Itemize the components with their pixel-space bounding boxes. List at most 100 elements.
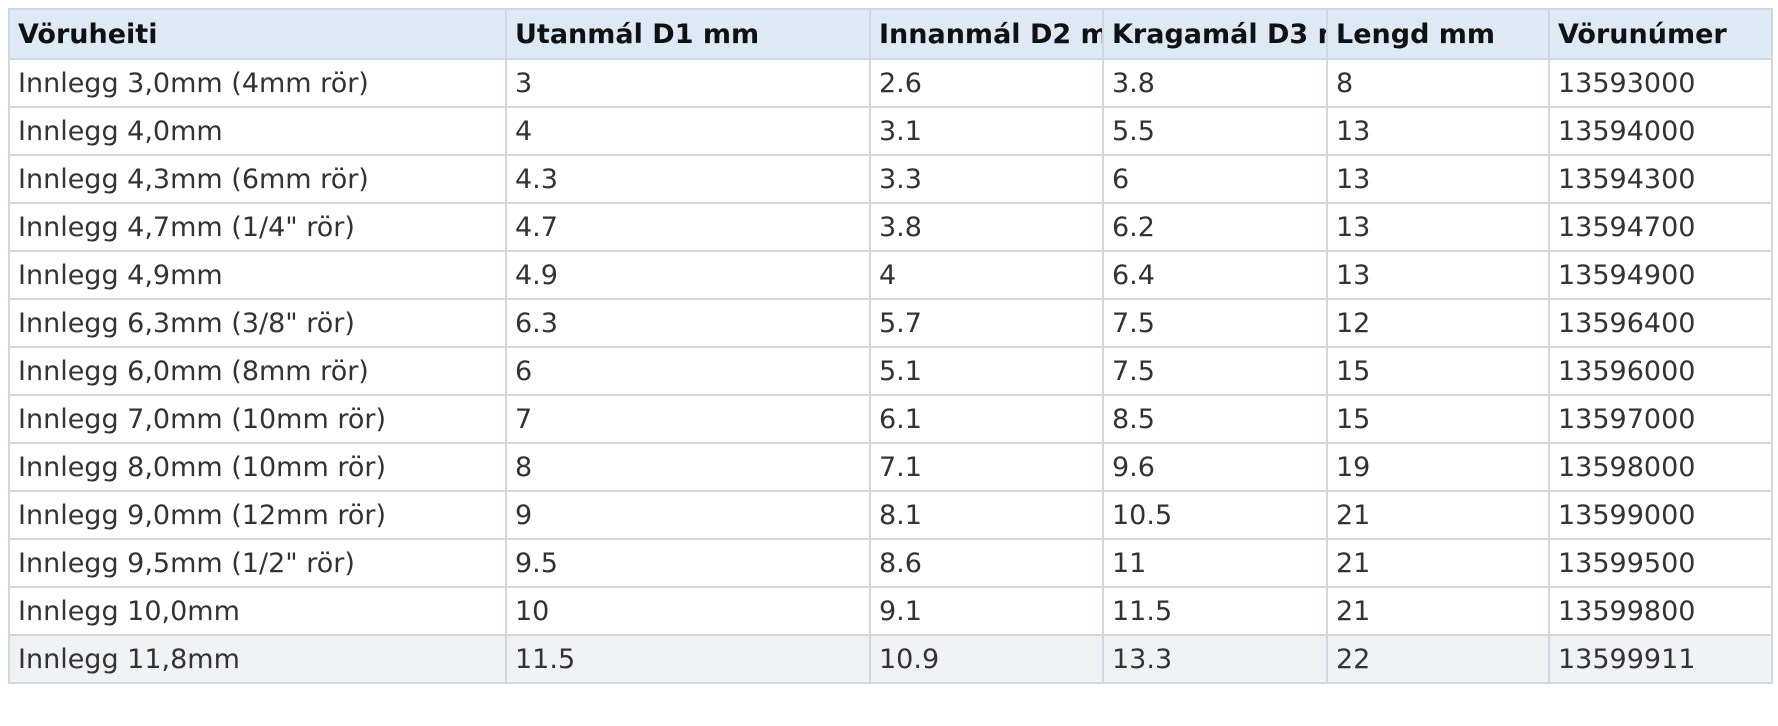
- table-row: Innlegg 11,8mm 11.5 10.9 13.3 22 1359991…: [8, 634, 1773, 684]
- cell-product-number: 13593000: [1548, 58, 1773, 108]
- cell-inner-diameter: 3.8: [869, 202, 1104, 252]
- table-row: Innlegg 6,0mm (8mm rör) 6 5.1 7.5 15 135…: [8, 346, 1773, 396]
- cell-inner-diameter: 4: [869, 250, 1104, 300]
- cell-collar-diameter: 6: [1102, 154, 1328, 204]
- cell-outer-diameter: 4.3: [505, 154, 871, 204]
- cell-length: 15: [1326, 394, 1550, 444]
- cell-product-name: Innlegg 8,0mm (10mm rör): [8, 442, 507, 492]
- table-row: Innlegg 8,0mm (10mm rör) 8 7.1 9.6 19 13…: [8, 442, 1773, 492]
- cell-product-name: Innlegg 6,3mm (3/8" rör): [8, 298, 507, 348]
- column-header-inner-diameter: Innanmál D2 mm: [869, 8, 1104, 60]
- cell-product-name: Innlegg 4,9mm: [8, 250, 507, 300]
- cell-collar-diameter: 10.5: [1102, 490, 1328, 540]
- cell-product-number: 13599911: [1548, 634, 1773, 684]
- cell-collar-diameter: 11.5: [1102, 586, 1328, 636]
- cell-inner-diameter: 10.9: [869, 634, 1104, 684]
- cell-inner-diameter: 5.1: [869, 346, 1104, 396]
- cell-outer-diameter: 6.3: [505, 298, 871, 348]
- cell-length: 21: [1326, 586, 1550, 636]
- cell-outer-diameter: 4: [505, 106, 871, 156]
- table-header-row: Vöruheiti Utanmál D1 mm Innanmál D2 mm K…: [8, 8, 1773, 60]
- cell-product-name: Innlegg 3,0mm (4mm rör): [8, 58, 507, 108]
- cell-length: 13: [1326, 250, 1550, 300]
- table-row: Innlegg 4,0mm 4 3.1 5.5 13 13594000: [8, 106, 1773, 156]
- cell-collar-diameter: 11: [1102, 538, 1328, 588]
- cell-collar-diameter: 13.3: [1102, 634, 1328, 684]
- cell-product-name: Innlegg 6,0mm (8mm rör): [8, 346, 507, 396]
- product-table-container: Vöruheiti Utanmál D1 mm Innanmál D2 mm K…: [8, 8, 1773, 684]
- cell-collar-diameter: 6.2: [1102, 202, 1328, 252]
- cell-product-name: Innlegg 4,3mm (6mm rör): [8, 154, 507, 204]
- cell-length: 8: [1326, 58, 1550, 108]
- cell-outer-diameter: 4.7: [505, 202, 871, 252]
- cell-outer-diameter: 4.9: [505, 250, 871, 300]
- cell-product-number: 13594000: [1548, 106, 1773, 156]
- cell-collar-diameter: 6.4: [1102, 250, 1328, 300]
- cell-collar-diameter: 3.8: [1102, 58, 1328, 108]
- cell-length: 13: [1326, 106, 1550, 156]
- cell-collar-diameter: 8.5: [1102, 394, 1328, 444]
- cell-product-number: 13594300: [1548, 154, 1773, 204]
- cell-length: 13: [1326, 154, 1550, 204]
- cell-product-name: Innlegg 7,0mm (10mm rör): [8, 394, 507, 444]
- table-row: Innlegg 6,3mm (3/8" rör) 6.3 5.7 7.5 12 …: [8, 298, 1773, 348]
- cell-product-number: 13599500: [1548, 538, 1773, 588]
- cell-inner-diameter: 6.1: [869, 394, 1104, 444]
- cell-product-number: 13598000: [1548, 442, 1773, 492]
- cell-outer-diameter: 6: [505, 346, 871, 396]
- cell-product-name: Innlegg 4,0mm: [8, 106, 507, 156]
- cell-product-name: Innlegg 9,5mm (1/2" rör): [8, 538, 507, 588]
- cell-product-name: Innlegg 11,8mm: [8, 634, 507, 684]
- cell-outer-diameter: 7: [505, 394, 871, 444]
- cell-outer-diameter: 10: [505, 586, 871, 636]
- cell-length: 15: [1326, 346, 1550, 396]
- cell-collar-diameter: 7.5: [1102, 346, 1328, 396]
- table-row: Innlegg 9,0mm (12mm rör) 9 8.1 10.5 21 1…: [8, 490, 1773, 540]
- table-row: Innlegg 4,7mm (1/4" rör) 4.7 3.8 6.2 13 …: [8, 202, 1773, 252]
- cell-inner-diameter: 8.6: [869, 538, 1104, 588]
- cell-product-number: 13594900: [1548, 250, 1773, 300]
- cell-outer-diameter: 8: [505, 442, 871, 492]
- column-header-product-number: Vörunúmer: [1548, 8, 1773, 60]
- cell-outer-diameter: 9: [505, 490, 871, 540]
- cell-inner-diameter: 7.1: [869, 442, 1104, 492]
- cell-outer-diameter: 11.5: [505, 634, 871, 684]
- table-row: Innlegg 10,0mm 10 9.1 11.5 21 13599800: [8, 586, 1773, 636]
- cell-length: 12: [1326, 298, 1550, 348]
- cell-inner-diameter: 5.7: [869, 298, 1104, 348]
- cell-collar-diameter: 5.5: [1102, 106, 1328, 156]
- cell-outer-diameter: 3: [505, 58, 871, 108]
- table-body: Innlegg 3,0mm (4mm rör) 3 2.6 3.8 8 1359…: [8, 58, 1773, 684]
- cell-inner-diameter: 3.3: [869, 154, 1104, 204]
- cell-product-number: 13597000: [1548, 394, 1773, 444]
- column-header-product-name: Vöruheiti: [8, 8, 507, 60]
- cell-product-number: 13599000: [1548, 490, 1773, 540]
- table-row: Innlegg 9,5mm (1/2" rör) 9.5 8.6 11 21 1…: [8, 538, 1773, 588]
- column-header-collar-diameter: Kragamál D3 mm: [1102, 8, 1328, 60]
- cell-product-number: 13599800: [1548, 586, 1773, 636]
- cell-product-name: Innlegg 4,7mm (1/4" rör): [8, 202, 507, 252]
- cell-product-number: 13596000: [1548, 346, 1773, 396]
- cell-inner-diameter: 9.1: [869, 586, 1104, 636]
- cell-length: 22: [1326, 634, 1550, 684]
- cell-product-number: 13594700: [1548, 202, 1773, 252]
- product-table: Vöruheiti Utanmál D1 mm Innanmál D2 mm K…: [8, 8, 1773, 684]
- table-row: Innlegg 7,0mm (10mm rör) 7 6.1 8.5 15 13…: [8, 394, 1773, 444]
- cell-collar-diameter: 7.5: [1102, 298, 1328, 348]
- column-header-outer-diameter: Utanmál D1 mm: [505, 8, 871, 60]
- cell-product-name: Innlegg 10,0mm: [8, 586, 507, 636]
- table-row: Innlegg 3,0mm (4mm rör) 3 2.6 3.8 8 1359…: [8, 58, 1773, 108]
- cell-outer-diameter: 9.5: [505, 538, 871, 588]
- column-header-length: Lengd mm: [1326, 8, 1550, 60]
- table-row: Innlegg 4,3mm (6mm rör) 4.3 3.3 6 13 135…: [8, 154, 1773, 204]
- cell-collar-diameter: 9.6: [1102, 442, 1328, 492]
- cell-length: 21: [1326, 490, 1550, 540]
- cell-product-number: 13596400: [1548, 298, 1773, 348]
- cell-inner-diameter: 3.1: [869, 106, 1104, 156]
- table-row: Innlegg 4,9mm 4.9 4 6.4 13 13594900: [8, 250, 1773, 300]
- cell-product-name: Innlegg 9,0mm (12mm rör): [8, 490, 507, 540]
- cell-length: 21: [1326, 538, 1550, 588]
- cell-inner-diameter: 2.6: [869, 58, 1104, 108]
- cell-inner-diameter: 8.1: [869, 490, 1104, 540]
- cell-length: 19: [1326, 442, 1550, 492]
